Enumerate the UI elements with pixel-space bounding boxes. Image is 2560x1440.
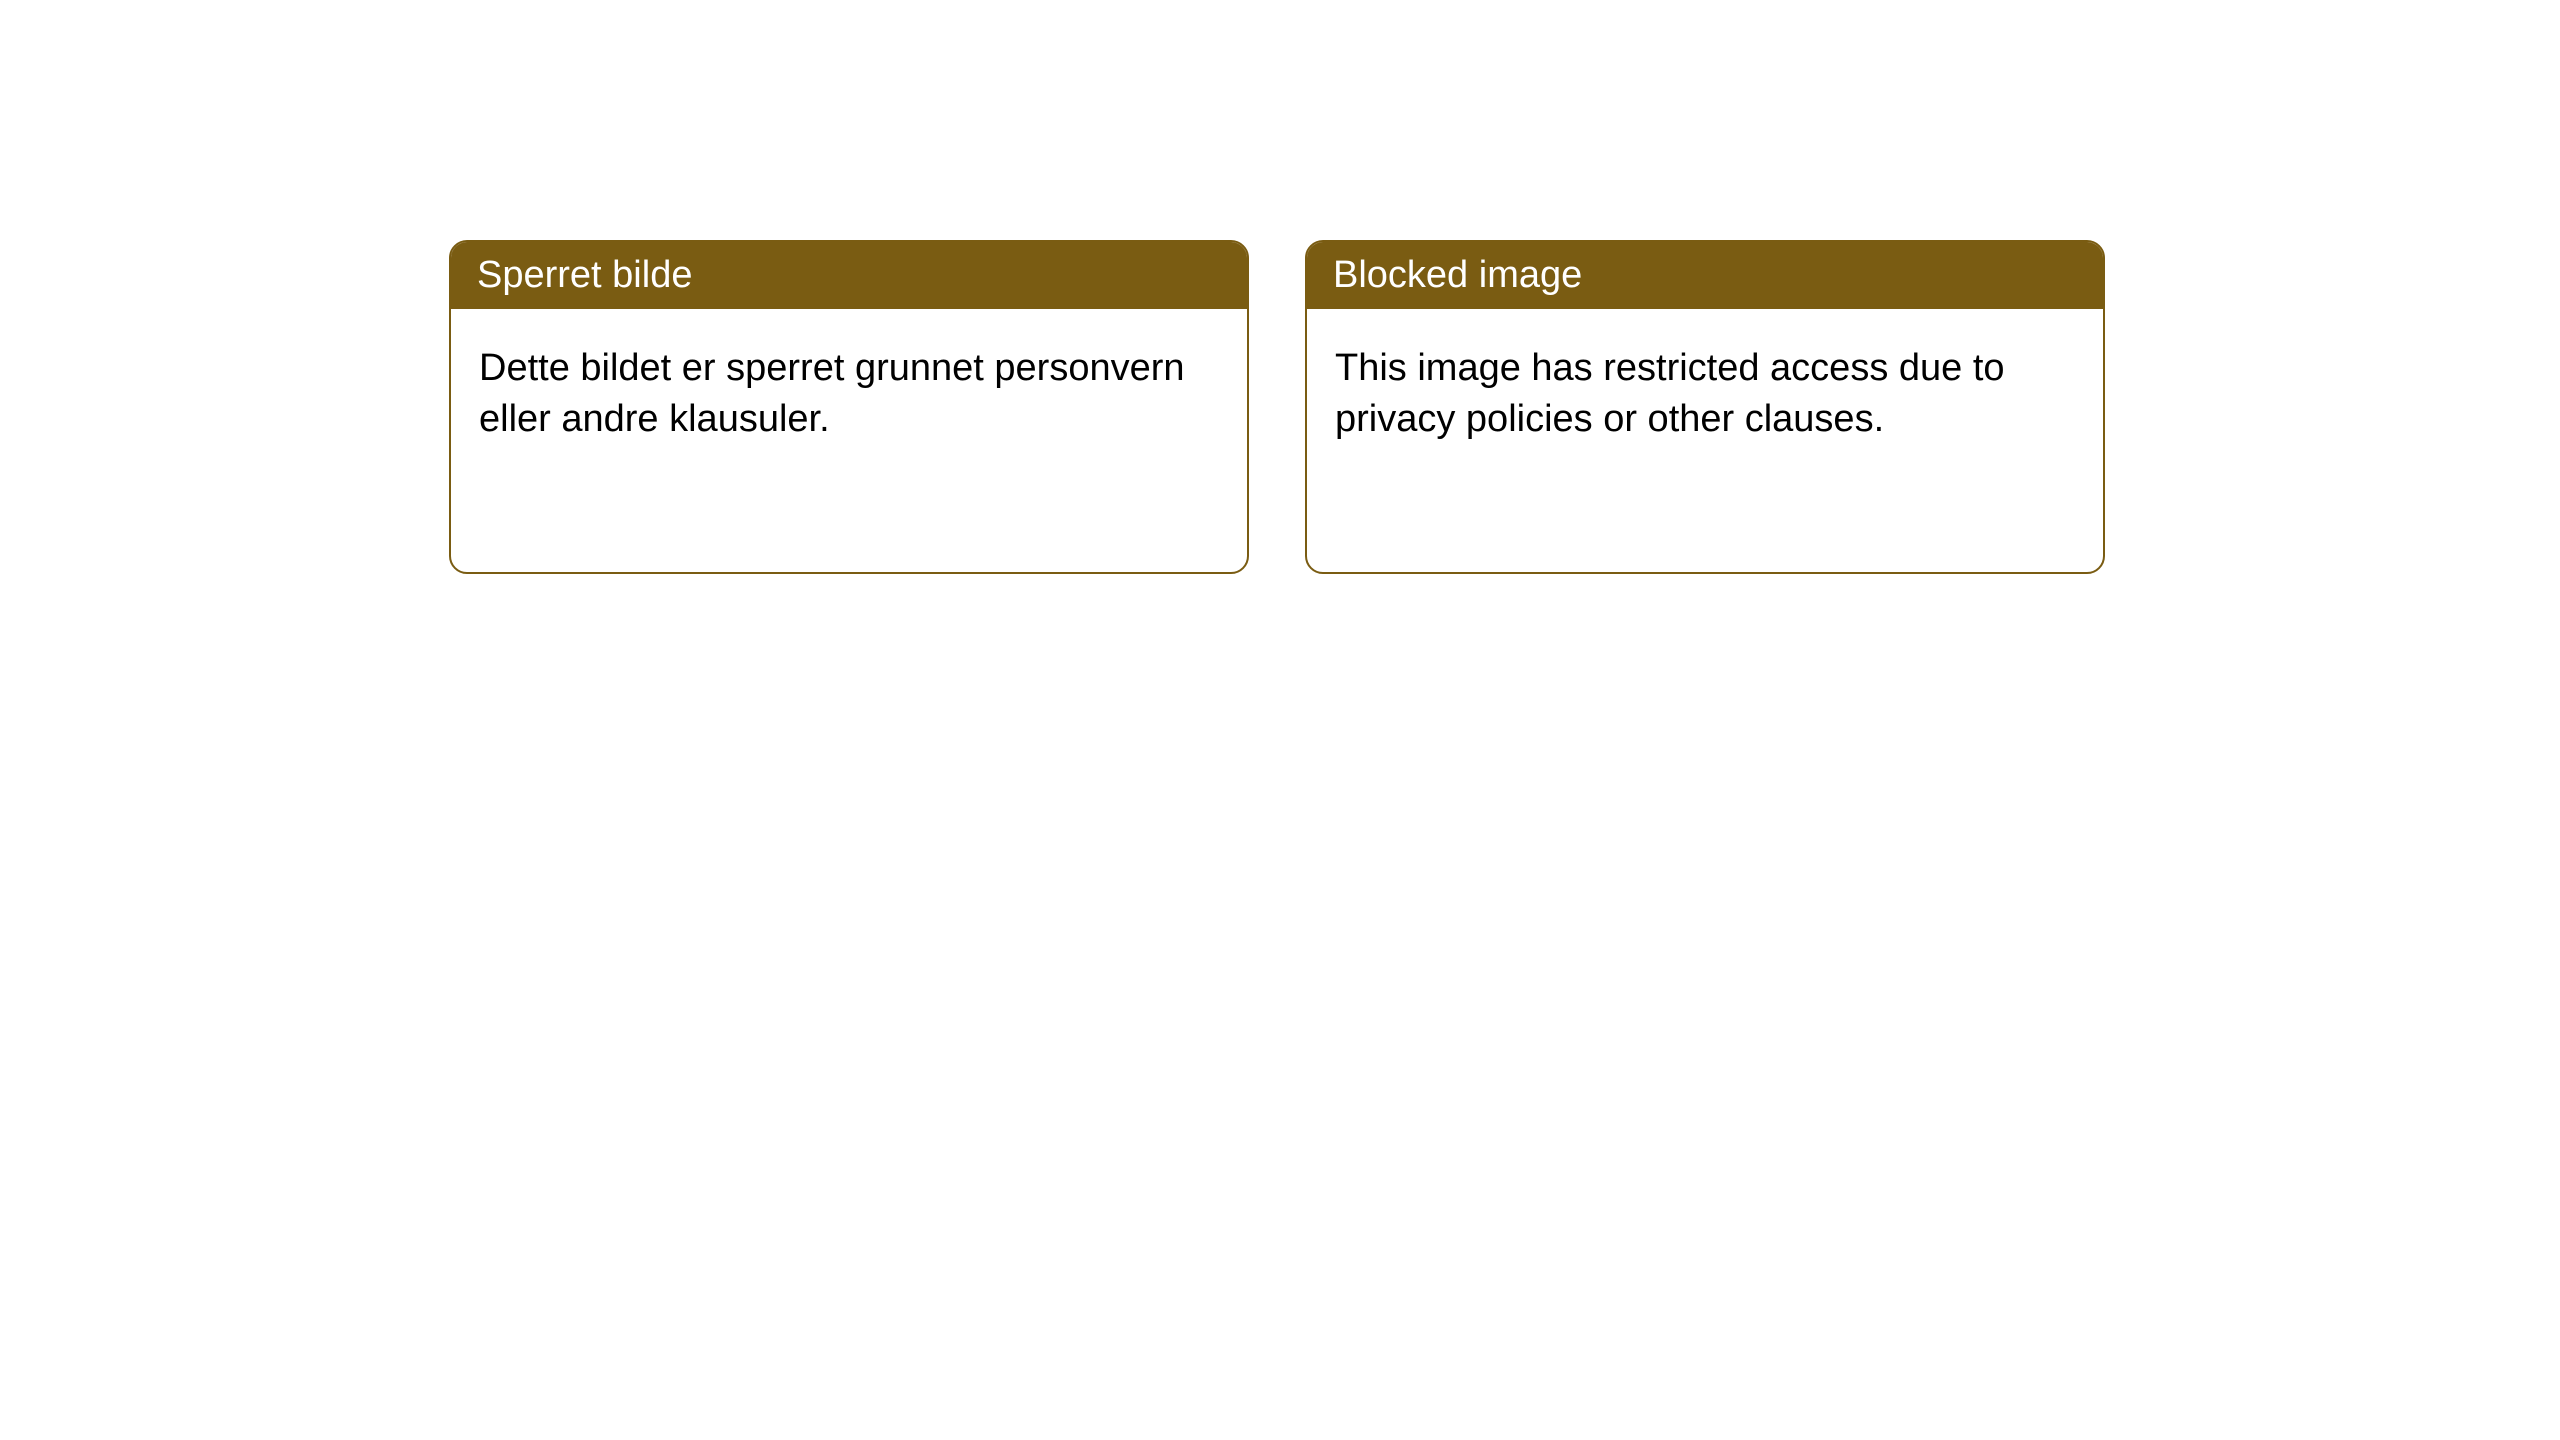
notice-container: Sperret bilde Dette bildet er sperret gr… <box>449 240 2105 574</box>
card-header: Blocked image <box>1307 242 2103 309</box>
card-body: This image has restricted access due to … <box>1307 309 2103 480</box>
notice-card-english: Blocked image This image has restricted … <box>1305 240 2105 574</box>
notice-card-norwegian: Sperret bilde Dette bildet er sperret gr… <box>449 240 1249 574</box>
card-body: Dette bildet er sperret grunnet personve… <box>451 309 1247 480</box>
card-header: Sperret bilde <box>451 242 1247 309</box>
